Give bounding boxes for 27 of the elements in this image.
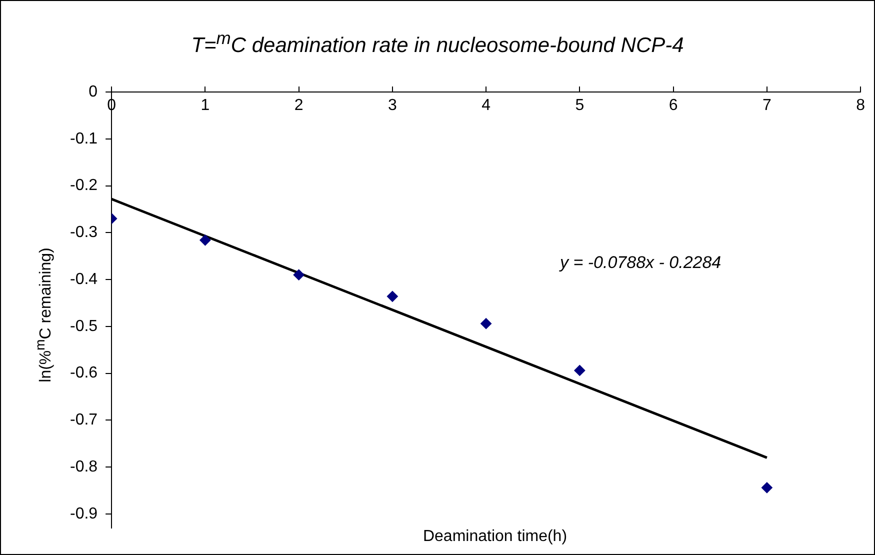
y-tick-label: -0.6 xyxy=(70,364,98,382)
point xyxy=(386,290,398,302)
y-tick-label: -0.4 xyxy=(70,270,98,288)
x-tick-label: 4 xyxy=(482,97,491,114)
y-tick-label: -0.2 xyxy=(70,177,98,194)
x-tick-label: 1 xyxy=(200,97,210,114)
x-tick-label: 3 xyxy=(388,97,397,114)
y-tick-label: -0.9 xyxy=(70,505,98,522)
chart-title: T=$^{m}$C deamination rate in nucleosome-bound NCP-4 xyxy=(190,28,685,58)
y-tick-label: -0.7 xyxy=(70,412,98,429)
point xyxy=(293,269,304,280)
y-tick-label: -0.1 xyxy=(70,130,98,148)
x-tick-label: 2 xyxy=(294,97,304,114)
annotation: y = -0.0788x - 0.2284 xyxy=(560,253,722,273)
y-tick-label: 0 xyxy=(88,83,98,100)
x-tick-label: 6 xyxy=(668,97,678,114)
y-tick-label: -0.5 xyxy=(70,318,98,335)
point xyxy=(761,482,772,494)
x-tick-label: 8 xyxy=(856,97,866,114)
x-axis-title: Deamination time(h) xyxy=(422,528,568,546)
point xyxy=(574,364,586,376)
x-tick-label: 7 xyxy=(762,97,772,114)
y-tick-label: -0.8 xyxy=(70,458,98,476)
y-tick-label: -0.3 xyxy=(70,224,98,242)
point xyxy=(200,234,211,246)
point xyxy=(480,318,492,330)
x-tick-label: 5 xyxy=(575,97,584,114)
